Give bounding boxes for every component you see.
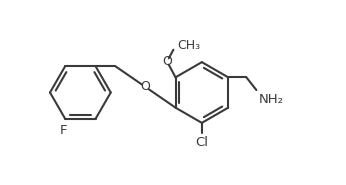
Text: Cl: Cl: [195, 136, 208, 149]
Text: CH₃: CH₃: [177, 39, 200, 52]
Text: F: F: [60, 124, 67, 137]
Text: O: O: [140, 80, 151, 93]
Text: O: O: [162, 55, 172, 68]
Text: NH₂: NH₂: [259, 92, 284, 105]
